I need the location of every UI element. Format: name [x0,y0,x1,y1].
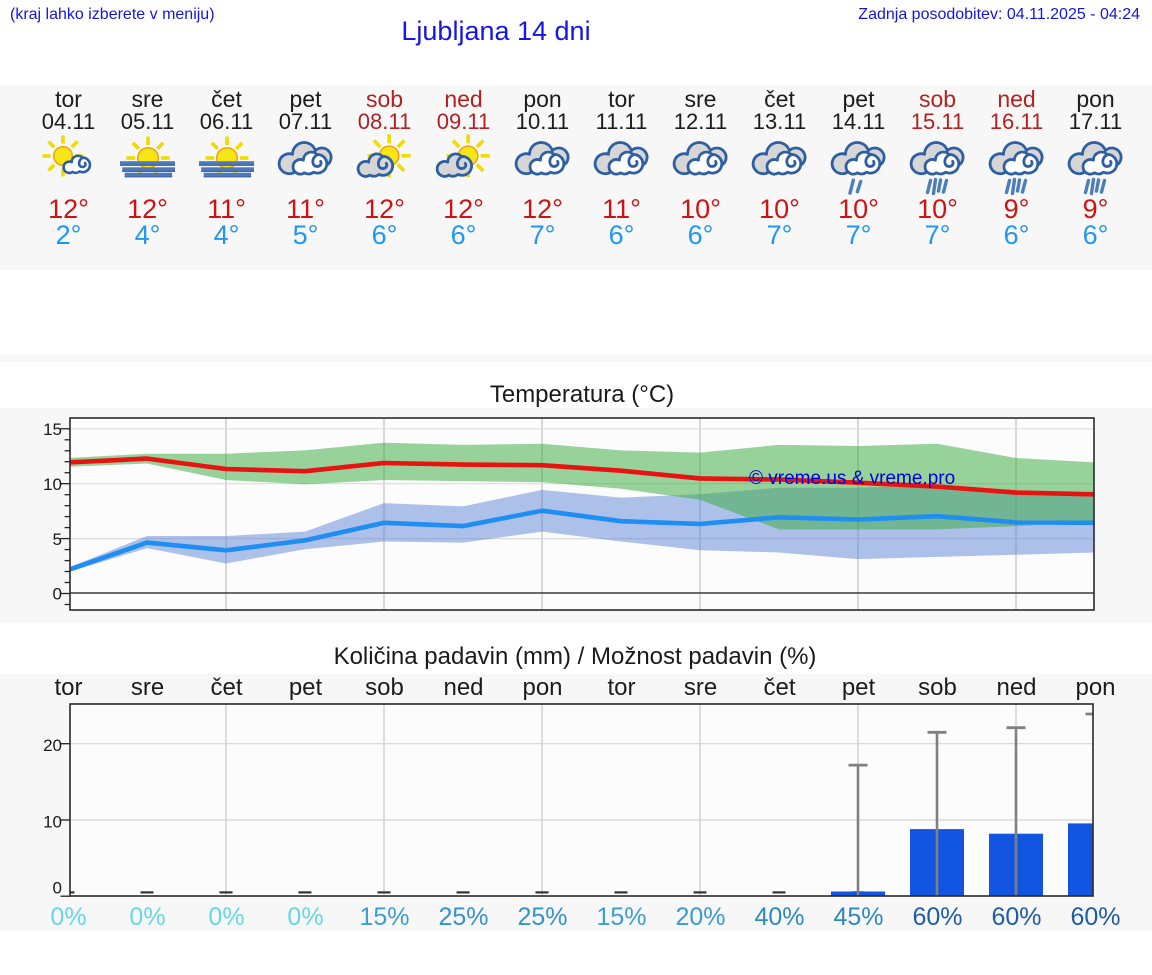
svg-text:15: 15 [43,420,62,439]
svg-text:0: 0 [53,585,62,604]
svg-text:20: 20 [43,736,62,755]
svg-text:5: 5 [53,530,62,549]
svg-text:10: 10 [43,475,62,494]
svg-text:© vreme.us & vreme.pro: © vreme.us & vreme.pro [749,468,955,489]
svg-text:0: 0 [53,878,62,897]
svg-text:10: 10 [43,813,62,832]
